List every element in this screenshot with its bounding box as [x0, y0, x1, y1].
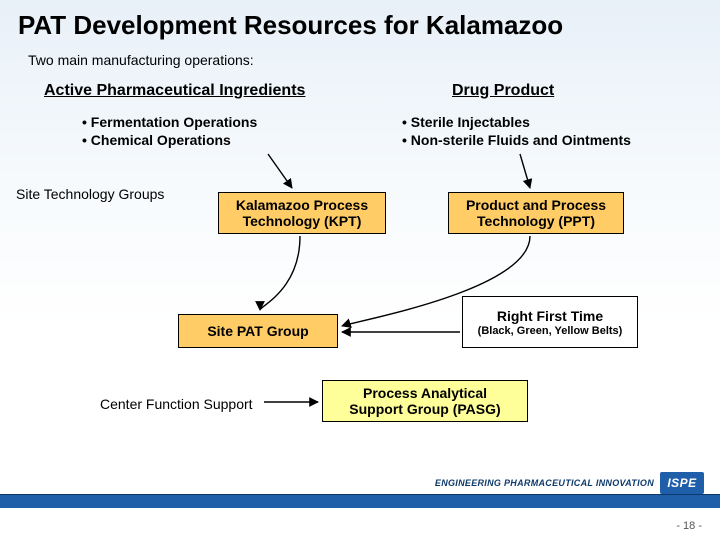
box-pasg-line2: Support Group (PASG)	[349, 401, 500, 417]
arrow-kpt-to-sitepat	[260, 236, 300, 310]
box-kpt-line2: Technology (KPT)	[243, 213, 362, 229]
ispe-logo: ISPE	[660, 472, 704, 494]
bullet-dp-1: Non-sterile Fluids and Ointments	[402, 132, 631, 148]
footer-caption: ENGINEERING PHARMACEUTICAL INNOVATION	[435, 478, 654, 488]
bullets-dp: Sterile Injectables Non-sterile Fluids a…	[402, 114, 631, 150]
box-pasg: Process Analytical Support Group (PASG)	[322, 380, 528, 422]
box-ppt: Product and Process Technology (PPT)	[448, 192, 624, 234]
arrow-api-to-kpt	[268, 154, 292, 188]
box-rft-title: Right First Time	[497, 308, 603, 324]
subtitle: Two main manufacturing operations:	[28, 52, 254, 68]
footer-brand: ENGINEERING PHARMACEUTICAL INNOVATION IS…	[435, 472, 704, 494]
heading-api: Active Pharmaceutical Ingredients	[44, 82, 305, 100]
label-center-func: Center Function Support	[100, 396, 253, 412]
box-kpt-line1: Kalamazoo Process	[236, 197, 368, 213]
box-pasg-line1: Process Analytical	[363, 385, 487, 401]
bullets-api: Fermentation Operations Chemical Operati…	[82, 114, 257, 150]
box-rft-sub: (Black, Green, Yellow Belts)	[478, 325, 623, 337]
bullet-api-0: Fermentation Operations	[82, 114, 257, 130]
box-rft: Right First Time (Black, Green, Yellow B…	[462, 296, 638, 348]
page-title: PAT Development Resources for Kalamazoo	[18, 10, 563, 41]
box-ppt-line1: Product and Process	[466, 197, 606, 213]
label-site-tech: Site Technology Groups	[16, 186, 164, 202]
slide: PAT Development Resources for Kalamazoo …	[0, 0, 720, 540]
box-ppt-line2: Technology (PPT)	[477, 213, 595, 229]
footer-bluebar	[0, 494, 720, 508]
bullet-dp-0: Sterile Injectables	[402, 114, 631, 130]
heading-drug-product: Drug Product	[452, 82, 554, 100]
box-kpt: Kalamazoo Process Technology (KPT)	[218, 192, 386, 234]
arrow-dp-to-ppt	[520, 154, 530, 188]
box-site-pat-text: Site PAT Group	[207, 323, 308, 339]
arrows-layer	[0, 0, 720, 540]
box-site-pat: Site PAT Group	[178, 314, 338, 348]
bullet-api-1: Chemical Operations	[82, 132, 257, 148]
page-number: - 18 -	[676, 520, 702, 532]
